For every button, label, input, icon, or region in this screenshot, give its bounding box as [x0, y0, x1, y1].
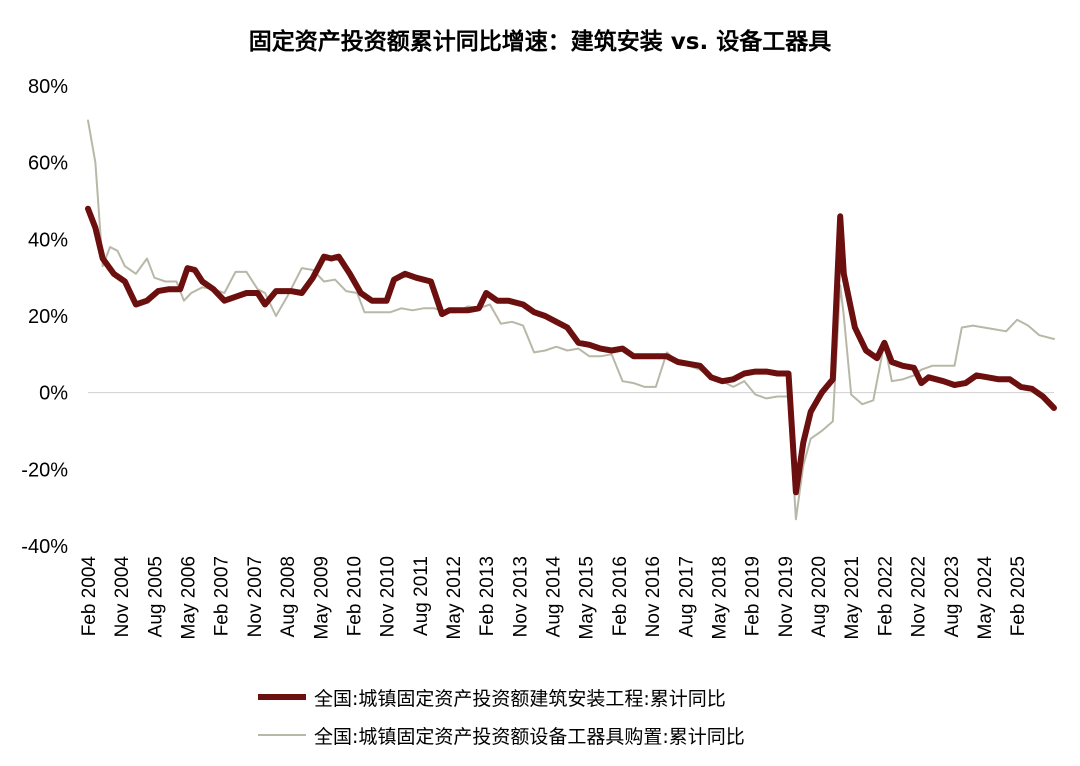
y-tick-label: 20% — [28, 306, 68, 328]
x-tick-label: Feb 2016 — [610, 556, 631, 636]
x-tick-label: Aug 2014 — [544, 556, 565, 638]
series-layer — [85, 119, 1057, 521]
x-tick-label: Aug 2023 — [942, 556, 963, 637]
x-tick-label: Nov 2016 — [643, 556, 664, 637]
x-tick-label: Aug 2017 — [676, 556, 697, 637]
y-axis-tick-labels: 80% 60% 40% 20% 0% -20% -40% — [21, 76, 68, 558]
x-tick-label: Aug 2020 — [809, 556, 830, 637]
x-tick-label: Feb 2004 — [79, 556, 100, 637]
x-tick-label: Feb 2025 — [1008, 556, 1029, 636]
line-chart: 80% 60% 40% 20% 0% -20% -40% Feb 2004 Nov 2004 A… — [21, 76, 1057, 640]
x-tick-label: May 2021 — [842, 556, 863, 639]
x-tick-label: May 2024 — [975, 556, 996, 640]
x-tick-label: Nov 2019 — [776, 556, 797, 637]
chart-title: 固定资产投资额累计同比增速：建筑安装 vs. 设备工器具 — [248, 29, 832, 55]
series-line-construction — [85, 205, 1057, 496]
x-tick-label: Nov 2013 — [510, 556, 531, 637]
x-tick-label: Aug 2005 — [145, 556, 166, 637]
y-tick-label: 0% — [39, 383, 68, 405]
y-tick-label: 60% — [28, 153, 68, 175]
legend-swatch-equipment — [258, 734, 306, 736]
legend: 全国:城镇固定资产投资额建筑安装工程:累计同比 全国:城镇固定资产投资额设备工器… — [258, 678, 745, 754]
x-tick-label: May 2006 — [179, 556, 200, 639]
x-tick-label: Aug 2011 — [411, 556, 432, 636]
x-tick-label: Feb 2010 — [344, 556, 365, 636]
legend-item-equipment: 全国:城镇固定资产投资额设备工器具购置:累计同比 — [258, 716, 745, 754]
legend-item-construction: 全国:城镇固定资产投资额建筑安装工程:累计同比 — [258, 678, 745, 716]
x-tick-label: Nov 2004 — [112, 556, 133, 638]
x-tick-label: May 2018 — [709, 556, 730, 639]
x-tick-label: Aug 2008 — [278, 556, 299, 637]
x-tick-label: Feb 2013 — [477, 556, 498, 636]
x-tick-label: May 2009 — [311, 556, 332, 639]
x-axis-tick-labels: Feb 2004 Nov 2004 Aug 2005 May 2006 Feb 2007… — [79, 556, 1029, 640]
y-tick-label: 80% — [28, 76, 68, 98]
y-tick-label: -40% — [21, 536, 68, 558]
x-tick-label: May 2012 — [444, 556, 465, 639]
x-tick-label: Feb 2019 — [743, 556, 764, 636]
legend-label-construction: 全国:城镇固定资产投资额建筑安装工程:累计同比 — [314, 687, 726, 710]
x-tick-label: Nov 2010 — [378, 556, 399, 637]
x-tick-label: Feb 2007 — [212, 556, 233, 636]
x-tick-label: Nov 2022 — [909, 556, 930, 637]
y-tick-label: 40% — [28, 229, 68, 251]
x-tick-label: Nov 2007 — [245, 556, 266, 637]
legend-label-equipment: 全国:城镇固定资产投资额设备工器具购置:累计同比 — [314, 725, 745, 748]
legend-swatch-construction — [258, 694, 306, 700]
x-tick-label: Feb 2022 — [875, 556, 896, 636]
y-tick-label: -20% — [21, 459, 68, 481]
series-line-equipment — [87, 119, 1055, 521]
x-tick-label: May 2015 — [577, 556, 598, 639]
